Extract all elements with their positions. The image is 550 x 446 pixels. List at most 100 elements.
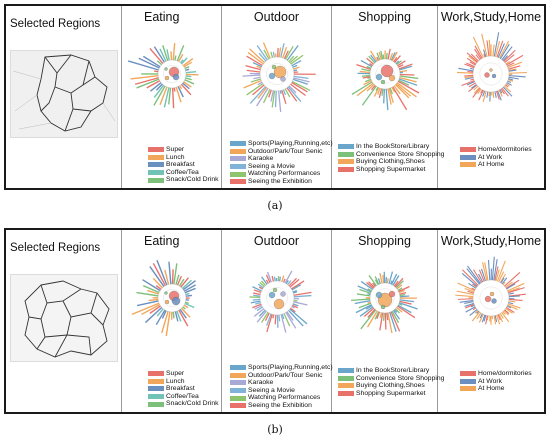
legend-swatch <box>148 401 164 407</box>
radial-bar <box>370 84 376 91</box>
radial-bar <box>387 312 393 334</box>
radial-bar <box>289 308 308 325</box>
legend-item: Seeing the Exhibition <box>230 178 333 186</box>
radial-bar <box>396 284 403 290</box>
legend-label: Outdoor/Park/Tour Senic <box>248 371 323 379</box>
radial-bar <box>253 289 262 293</box>
legend-item: Convenience Store Shopping <box>338 151 444 159</box>
radial-bar <box>486 315 489 321</box>
legend-item: At Work <box>460 378 532 386</box>
radial-bar <box>162 45 169 61</box>
activity-bubble <box>280 76 286 82</box>
radial-bar <box>496 40 504 58</box>
radial-bar <box>182 82 190 90</box>
radial-bar <box>367 293 371 296</box>
radial-bar <box>178 278 185 287</box>
legend-swatch <box>338 368 354 374</box>
radial-bar <box>252 298 261 301</box>
caption-a: (a) <box>267 199 283 212</box>
radial-bar <box>501 312 510 323</box>
radial-bar <box>253 308 265 317</box>
outdoor-title: Outdoor <box>253 10 300 24</box>
radial-bar <box>246 55 263 66</box>
radial-bar <box>250 78 261 83</box>
radial-bar <box>473 85 479 91</box>
activity-bubble <box>271 64 277 70</box>
radial-bar <box>482 91 487 102</box>
region-map-outline <box>12 54 116 132</box>
radial-bar <box>469 61 476 66</box>
radial-bar <box>142 55 161 68</box>
legend-swatch <box>148 154 164 160</box>
radial-bar <box>264 312 270 321</box>
radial-bar <box>286 311 294 321</box>
radial-bar <box>474 48 482 60</box>
radial-bar <box>397 304 412 314</box>
activity-bubble <box>380 64 394 78</box>
radial-bar <box>506 305 512 309</box>
radial-bar <box>261 276 268 285</box>
radial-bar <box>356 293 371 297</box>
radial-bar <box>274 314 277 325</box>
radial-bar <box>361 85 377 106</box>
activity-bubble <box>268 291 276 299</box>
radial-bar <box>367 77 371 80</box>
inner-ring <box>259 280 295 316</box>
radial-bar <box>508 68 517 72</box>
radial-bar <box>457 298 474 300</box>
radial-bar <box>385 52 388 60</box>
radial-bar <box>175 87 182 103</box>
shopping-legend: In the BookStore/Library Convenience Sto… <box>338 143 444 173</box>
radial-bar <box>499 273 506 283</box>
legend-label: Shopping Supermarket <box>356 389 426 397</box>
radial-bar <box>252 303 262 309</box>
legend-label: Seeing a Movie <box>248 162 295 170</box>
radial-bar <box>257 81 263 86</box>
radial-bar <box>498 89 503 97</box>
radial-bar <box>250 300 261 304</box>
radial-bar <box>395 280 404 289</box>
radial-bar <box>278 47 282 58</box>
radial-bar <box>497 90 502 101</box>
radial-bar <box>286 45 299 61</box>
work-radial-chart <box>455 256 526 325</box>
radial-bar <box>354 300 371 305</box>
legend-label: Karaoke <box>248 155 274 163</box>
radial-bar <box>373 87 380 97</box>
work-radial-chart <box>456 32 527 102</box>
legend-label: Super <box>166 370 185 377</box>
region-map-outline <box>24 280 110 358</box>
radial-bar <box>397 80 420 94</box>
radial-bar <box>293 66 300 70</box>
radial-bar <box>488 39 491 57</box>
radial-bar <box>179 309 187 319</box>
legend-swatch <box>460 386 476 392</box>
activity-bubble <box>272 287 278 293</box>
radial-bar <box>507 79 514 82</box>
legend-swatch <box>230 380 246 386</box>
legend-label: Buying Clothing,Shoes <box>356 158 425 166</box>
radial-bar <box>483 315 487 322</box>
legend-swatch <box>148 386 164 392</box>
radial-bar <box>391 51 398 62</box>
radial-bar <box>280 314 287 333</box>
radial-bar <box>155 285 162 290</box>
radial-bar <box>154 70 159 73</box>
radial-bar <box>175 274 180 285</box>
radial-bar <box>150 82 162 92</box>
radial-bar <box>502 281 506 285</box>
radial-bar <box>282 46 288 59</box>
radial-bar <box>478 269 485 282</box>
radial-bar <box>291 80 311 92</box>
radial-bar <box>480 89 483 94</box>
radial-bar <box>508 69 517 72</box>
radial-bar <box>483 49 487 57</box>
radial-bar <box>171 269 174 285</box>
radial-bar <box>281 275 285 282</box>
radial-bar <box>398 289 405 294</box>
eating-radial-chart <box>131 259 196 337</box>
radial-bar <box>362 76 371 79</box>
radial-bar <box>506 54 524 66</box>
radial-bar <box>508 293 526 297</box>
radial-bar <box>183 81 192 88</box>
